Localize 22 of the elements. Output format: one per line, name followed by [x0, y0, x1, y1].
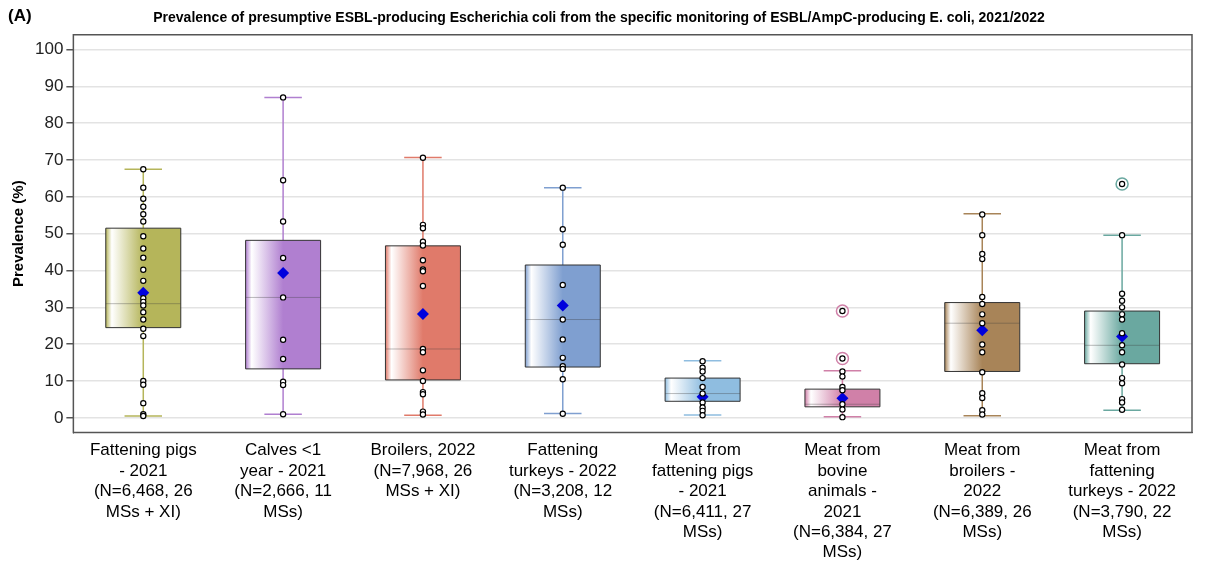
- y-tick-label: 50: [44, 223, 64, 243]
- y-tick-label: 70: [44, 149, 64, 169]
- y-tick-label: 60: [44, 186, 64, 206]
- y-tick-label: 30: [44, 297, 64, 317]
- x-tick-label: Meat from fattening turkeys - 2022 (N=3,790, 22 MSs): [1068, 440, 1176, 542]
- y-tick-label: 90: [44, 76, 64, 96]
- x-tick-label: Calves <1 year - 2021 (N=2,666, 11 MSs): [234, 440, 332, 521]
- x-tick-label: Fattening pigs - 2021 (N=6,468, 26 MSs + XI): [89, 440, 197, 521]
- y-tick-label: 40: [44, 260, 64, 280]
- y-axis-title: Prevalence (%): [9, 180, 27, 288]
- y-tick-label: 80: [44, 112, 64, 132]
- text: (A): [8, 6, 32, 26]
- chart-title: Prevalence of presumptive ESBL-producing Escherichia coli from the specific monitoring of ESBL/AmpC-producing E. coli, 2021/2022: [153, 9, 1045, 26]
- x-tick-label: Broilers, 2022 (N=7,968, 26 MSs + XI): [370, 440, 476, 501]
- y-tick-label: 20: [44, 333, 64, 353]
- x-tick-label: Meat from bovine animals - 2021 (N=6,384, 27 MSs): [793, 440, 892, 562]
- x-tick-label: Meat from fattening pigs - 2021 (N=6,411, 27 MSs): [652, 440, 754, 542]
- x-tick-label: Meat from broilers - 2022 (N=6,389, 26 MSs): [932, 440, 1032, 542]
- x-tick-label: Fattening turkeys - 2022 (N=3,208, 12 MSs): [508, 440, 617, 521]
- y-tick-label: 0: [53, 407, 64, 427]
- y-tick-label: 100: [34, 39, 64, 59]
- y-tick-label: 10: [44, 370, 64, 390]
